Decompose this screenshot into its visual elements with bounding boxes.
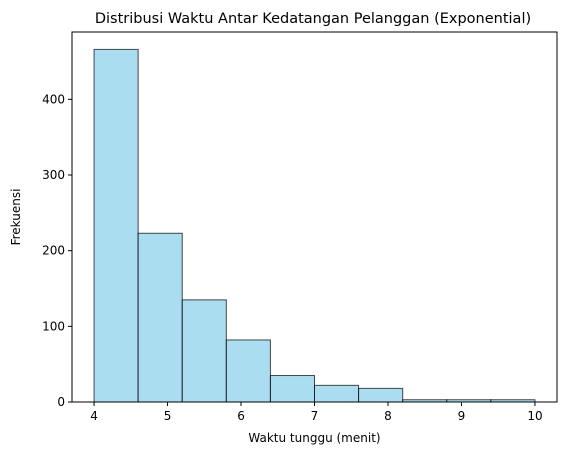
histogram-bar xyxy=(93,48,139,403)
x-tick-label: 6 xyxy=(237,409,245,423)
histogram-bar xyxy=(225,339,271,403)
x-tick-label: 10 xyxy=(527,409,542,423)
histogram-bars xyxy=(93,48,536,403)
plot-frame xyxy=(71,31,558,403)
chart-title: Distribusi Waktu Antar Kedatangan Pelang… xyxy=(95,11,531,27)
y-tick-label: 300 xyxy=(42,168,65,182)
x-tick-label: 5 xyxy=(164,409,172,423)
y-tick-label: 200 xyxy=(42,244,65,258)
x-axis-label: Waktu tunggu (menit) xyxy=(248,431,380,445)
histogram-bar xyxy=(269,375,315,403)
x-tick-label: 7 xyxy=(311,409,319,423)
x-tick-label: 4 xyxy=(90,409,98,423)
y-axis-ticks: 0 100 200 300 400 xyxy=(42,92,72,409)
histogram-bar xyxy=(181,299,227,403)
histogram-bar xyxy=(314,384,360,403)
y-tick-label: 100 xyxy=(42,319,65,333)
y-axis-label: Frekuensi xyxy=(9,189,23,246)
x-tick-label: 8 xyxy=(384,409,392,423)
x-tick-label: 9 xyxy=(458,409,466,423)
x-axis-ticks: 4 5 6 7 8 9 10 xyxy=(90,402,543,423)
histogram-bar xyxy=(137,232,183,403)
y-tick-label: 400 xyxy=(42,92,65,106)
histogram-bar xyxy=(358,387,404,403)
y-tick-label: 0 xyxy=(57,395,65,409)
